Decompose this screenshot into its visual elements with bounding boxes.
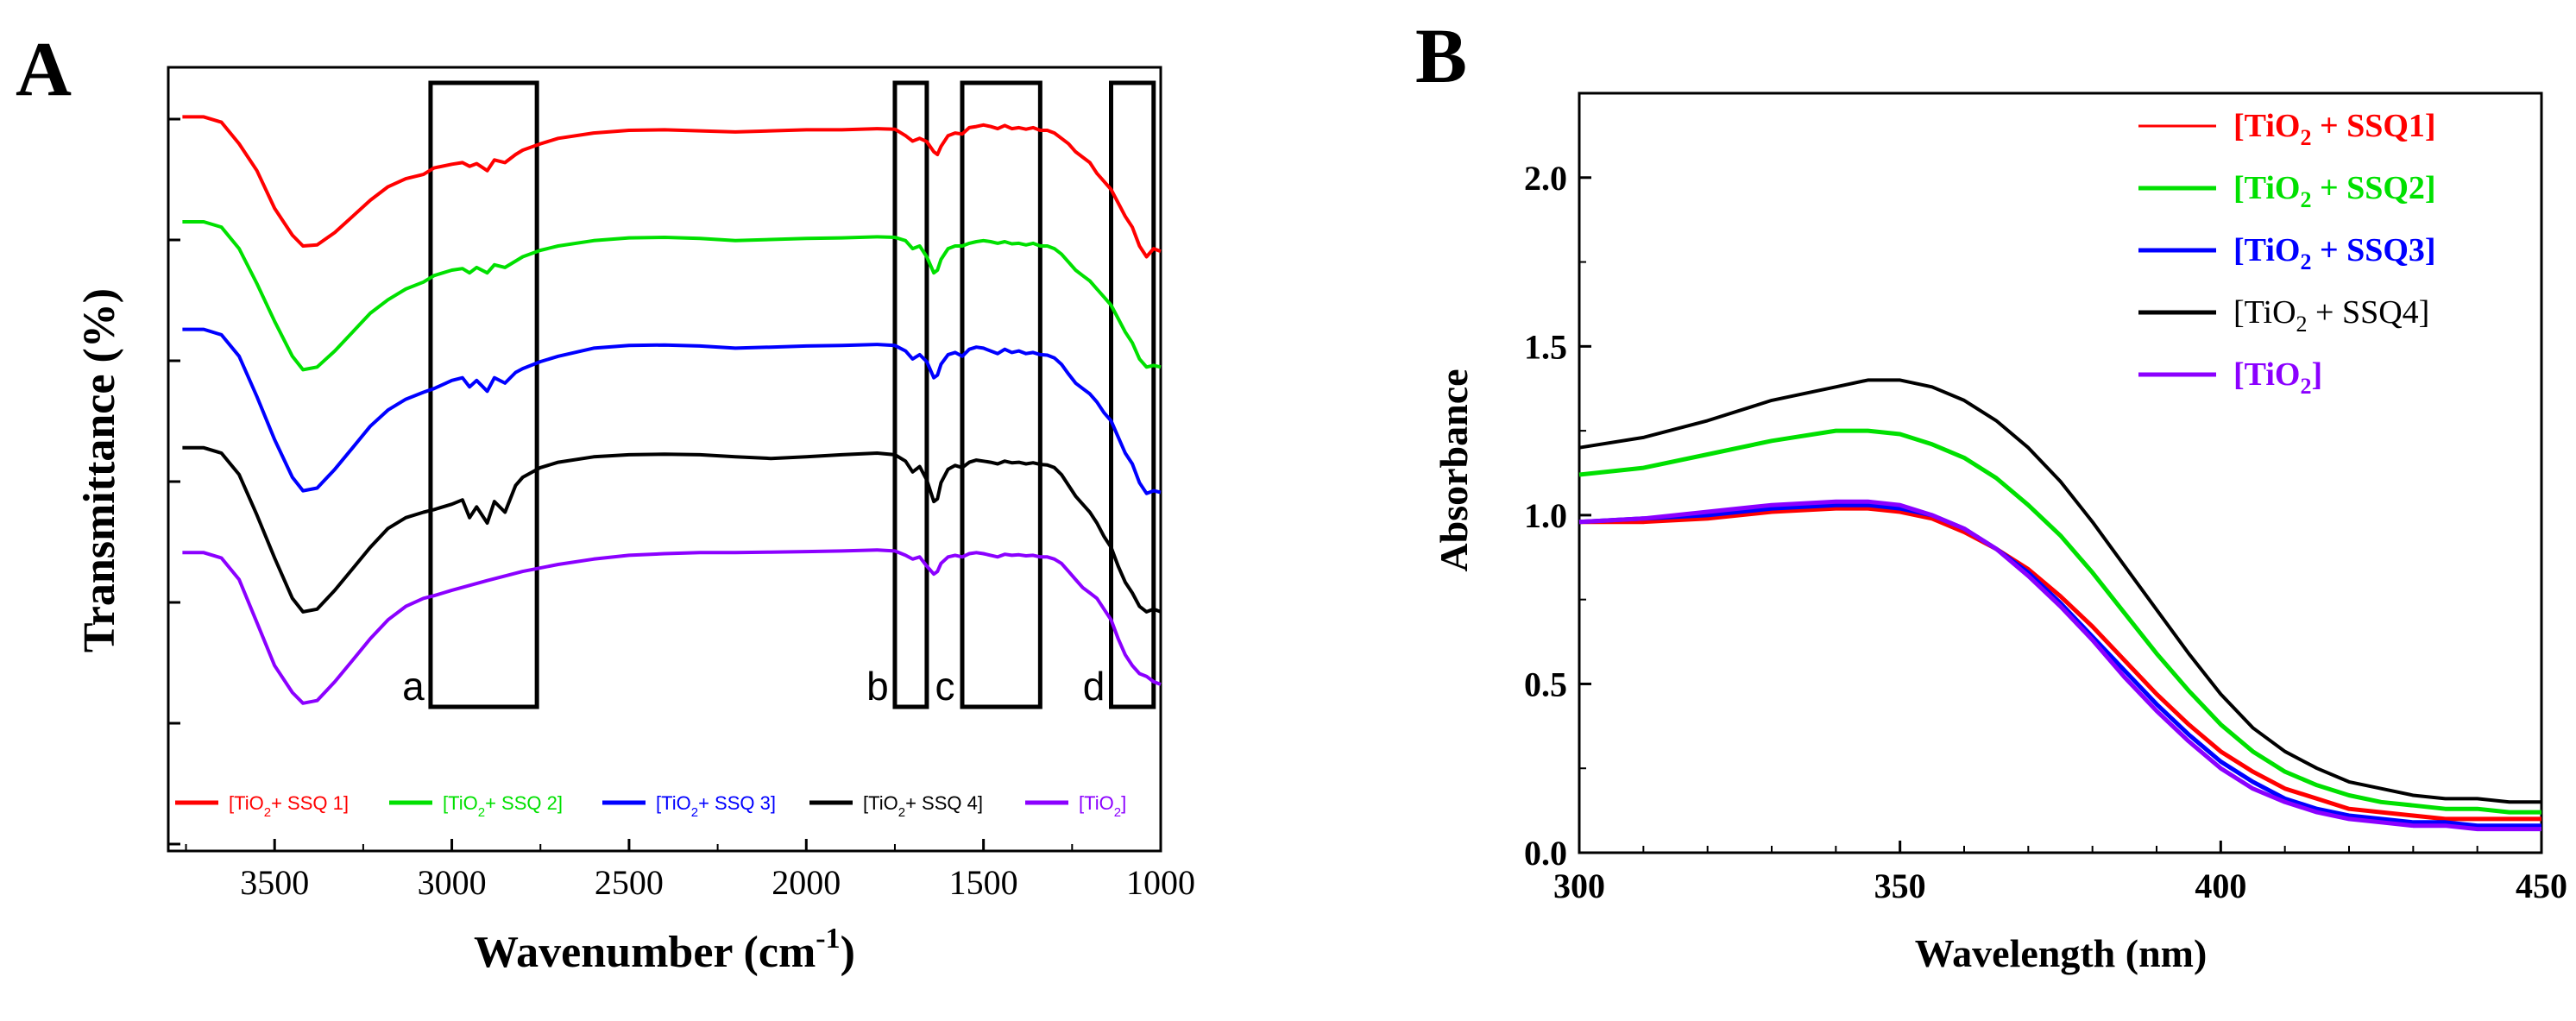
panel-a-legend: [TiO2+ SSQ 1] [TiO2+ SSQ 2] [TiO2+ SSQ 3] [… <box>175 792 1126 820</box>
panel-a-highlight-regions: a b c d <box>402 80 1156 709</box>
panel-b-x-tick-label: 350 <box>1874 867 1926 905</box>
panel-b-series <box>1578 378 2541 832</box>
panel-b-series-line-1 <box>1579 506 2541 822</box>
panel-a-region-label-c: c <box>935 664 955 709</box>
panel-a-series-line-3 <box>182 327 1162 495</box>
panel-b-y-tick-label: 1.0 <box>1524 496 1567 535</box>
panel-b-x-tick-label: 300 <box>1553 867 1605 905</box>
panel-b-y-tick-label: 0.0 <box>1524 834 1567 873</box>
panel-b-y-ticks: 0.0 0.5 1.0 1.5 2.0 <box>1524 159 1591 873</box>
panel-a-xlabel: Wavenumber (cm-1) <box>474 923 855 977</box>
panel-b-legend-label-5: [TiO2] <box>2233 356 2322 399</box>
panel-b-series-line-5 <box>1578 499 2541 832</box>
panel-a-series-line-1 <box>182 115 1162 259</box>
panel-a-region-box-a <box>428 80 539 709</box>
panel-a-legend-label-3: [TiO2+ SSQ 3] <box>656 792 776 820</box>
panel-a-x-tick-label: 1000 <box>1126 863 1195 902</box>
panel-a-letter: A <box>16 27 72 112</box>
panel-a-legend-label-5: [TiO2] <box>1079 792 1126 820</box>
panel-b-series-line-3 <box>1578 502 2541 829</box>
panel-b: B 300 350 400 450 0.0 0.5 1.0 1.5 2.0 [TiO2 + S… <box>1415 14 2567 975</box>
panel-b-y-tick-label: 0.5 <box>1524 665 1567 703</box>
panel-a-region-box-c <box>960 80 1042 709</box>
panel-a-series <box>182 115 1162 705</box>
panel-a-ylabel: Transmittance (%) <box>75 288 124 652</box>
panel-a-series-line-4 <box>182 445 1162 614</box>
panel-a-x-tick-label: 3500 <box>240 863 309 902</box>
panel-b-xlabel: Wavelength (nm) <box>1915 931 2208 975</box>
panel-b-series-line-2 <box>1578 428 2541 815</box>
panel-b-legend-label-3: [TiO2 + SSQ3] <box>2233 232 2436 274</box>
panel-b-y-tick-label: 1.5 <box>1524 327 1567 366</box>
panel-b-legend-label-2: [TiO2 + SSQ2] <box>2233 170 2436 212</box>
panel-a-region-label-b: b <box>866 664 889 709</box>
panel-a-region-box-b <box>892 80 929 709</box>
panel-a-legend-label-1: [TiO2+ SSQ 1] <box>229 792 349 820</box>
panel-a-x-tick-label: 2500 <box>595 863 664 902</box>
panel-b-letter: B <box>1415 14 1467 99</box>
panel-b-x-ticks: 300 350 400 450 <box>1553 841 2567 905</box>
panel-b-legend-label-4: [TiO2 + SSQ4] <box>2233 294 2429 337</box>
panel-b-frame <box>1578 91 2543 854</box>
panel-a-x-tick-label: 3000 <box>418 863 487 902</box>
panel-b-x-tick-label: 400 <box>2195 867 2246 905</box>
panel-a-region-box-d <box>1109 80 1156 709</box>
panel-b-ylabel: Absorbance <box>1432 369 1476 571</box>
panel-a-x-tick-label: 2000 <box>772 863 841 902</box>
panel-a-legend-label-2: [TiO2+ SSQ 2] <box>443 792 563 820</box>
panel-a-series-line-2 <box>182 220 1162 372</box>
panel-b-legend: [TiO2 + SSQ1] [TiO2 + SSQ2] [TiO2 + SSQ3] [… <box>2138 108 2436 399</box>
panel-b-x-tick-label: 450 <box>2516 867 2567 905</box>
panel-b-series-line-4 <box>1578 378 2541 804</box>
panel-a-x-tick-label: 1500 <box>949 863 1018 902</box>
panel-a: A 3500 3000 2500 2000 1500 1000 a b c d [TiO2+ S… <box>16 27 1195 977</box>
panel-a-x-ticks: 3500 3000 2500 2000 1500 1000 <box>185 839 1195 902</box>
panel-b-legend-label-1: [TiO2 + SSQ1] <box>2233 108 2436 150</box>
panel-b-y-tick-label: 2.0 <box>1524 159 1567 198</box>
panel-a-frame <box>167 66 1162 853</box>
panel-a-y-ticks <box>168 117 180 846</box>
panel-a-region-label-d: d <box>1083 664 1105 709</box>
panel-a-series-line-5 <box>182 548 1162 705</box>
panel-a-region-label-a: a <box>402 664 425 709</box>
panel-a-legend-label-4: [TiO2+ SSQ 4] <box>863 792 983 820</box>
